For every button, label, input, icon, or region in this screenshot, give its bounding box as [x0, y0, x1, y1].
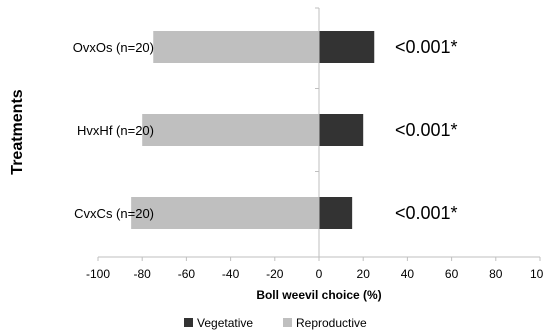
bar-vegetative-2	[319, 197, 353, 229]
category-label-0: OvxOs (n=20)	[73, 40, 154, 55]
x-tick-label-10: 100	[530, 267, 543, 281]
x-tick-label-0: -100	[86, 267, 110, 281]
bar-reproductive-1	[142, 114, 319, 146]
x-tick-label-3: -40	[222, 267, 240, 281]
x-tick-label-6: 20	[357, 267, 371, 281]
x-tick-label-7: 40	[401, 267, 415, 281]
legend-swatch-reproductive	[283, 318, 292, 327]
legend-label-reproductive: Reproductive	[296, 316, 367, 330]
x-tick-label-8: 60	[445, 267, 459, 281]
y-axis-label: Treatments	[9, 89, 26, 174]
legend-swatch-vegetative	[184, 318, 193, 327]
bar-vegetative-1	[319, 114, 364, 146]
significance-label-1: <0.001*	[395, 120, 458, 140]
x-tick-label-5: 0	[316, 267, 323, 281]
category-label-1: HvxHf (n=20)	[77, 123, 154, 138]
bar-vegetative-0	[319, 31, 375, 63]
bar-reproductive-0	[153, 31, 319, 63]
annotations-group: <0.001* <0.001* <0.001*	[395, 37, 458, 223]
significance-label-2: <0.001*	[395, 203, 458, 223]
x-tick-label-4: -20	[266, 267, 284, 281]
legend: Vegetative Reproductive	[184, 316, 367, 330]
bars-group	[131, 31, 375, 229]
x-axis-label: Boll weevil choice (%)	[256, 288, 381, 302]
significance-label-0: <0.001*	[395, 37, 458, 57]
x-tick-label-1: -80	[134, 267, 152, 281]
x-tick-label-9: 80	[489, 267, 503, 281]
legend-label-vegetative: Vegetative	[197, 316, 253, 330]
category-label-2: CvxCs (n=20)	[74, 206, 154, 221]
x-ticks-group: -100 -80 -60 -40 -20 0 20 40 60 80 100	[86, 257, 543, 281]
category-labels-group: OvxOs (n=20) HvxHf (n=20) CvxCs (n=20)	[73, 40, 154, 221]
x-tick-label-2: -60	[178, 267, 196, 281]
bar-reproductive-2	[131, 197, 319, 229]
